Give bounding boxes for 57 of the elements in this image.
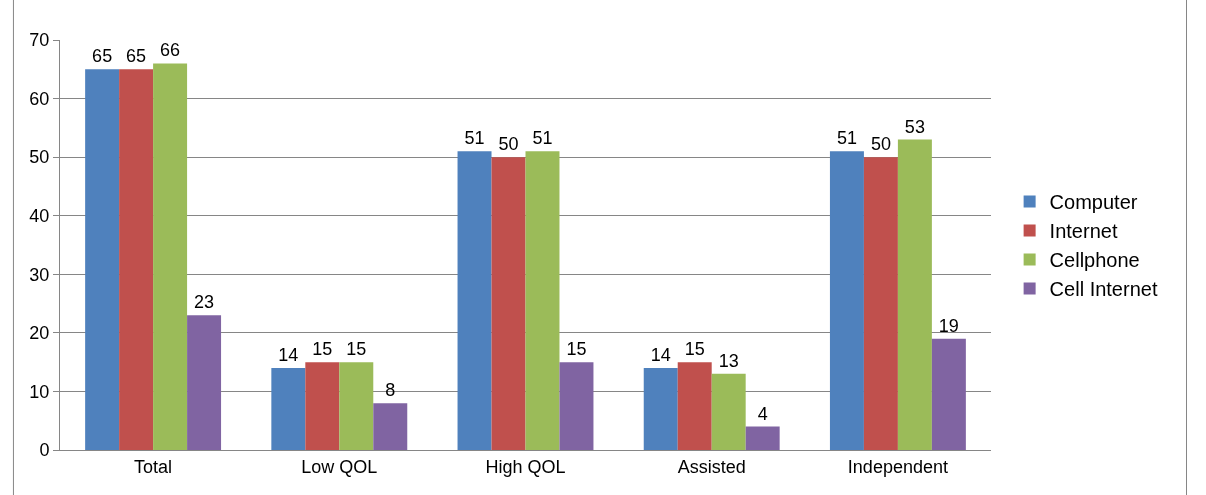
data-label: 4 [757,403,768,424]
x-tick-label: Low QOL [301,456,378,477]
y-tick-label: 40 [29,206,50,227]
bar [559,362,594,450]
bar [491,157,526,450]
bar [457,151,492,450]
legend-label: Internet [1049,220,1118,243]
bar [339,362,374,450]
data-label: 66 [160,40,181,61]
y-tick-label: 70 [29,30,50,51]
data-label: 50 [498,134,519,155]
data-label: 50 [870,134,891,155]
legend-label: Computer [1049,191,1138,214]
bar [85,69,120,450]
bar [187,315,222,450]
y-tick-label: 50 [29,147,50,168]
data-label: 65 [126,46,147,67]
bar [271,368,306,450]
bar [119,69,154,450]
legend-label: Cellphone [1049,249,1140,272]
bar [829,151,864,450]
data-label: 65 [92,46,113,67]
data-label: 51 [464,128,485,149]
data-label: 14 [278,345,299,365]
bar [931,338,966,450]
data-label: 51 [836,128,857,149]
bar [373,403,408,450]
data-label: 19 [938,315,959,336]
x-tick-label: Independent [847,456,948,477]
bar [677,362,712,450]
x-tick-label: Assisted [677,456,746,477]
data-label: 15 [684,339,705,360]
data-label: 13 [718,350,739,371]
data-label: 23 [194,292,215,313]
bar [643,368,678,450]
data-label: 51 [532,128,553,149]
y-tick-label: 20 [29,323,50,344]
y-tick-label: 10 [29,381,50,402]
bar [897,139,932,450]
y-tick-label: 30 [29,264,50,285]
bar [863,157,898,450]
bar [153,63,188,450]
data-label: 15 [566,339,587,360]
data-label: 15 [346,339,367,360]
data-label: 53 [904,116,925,137]
x-tick-label: Total [134,456,173,477]
y-tick-label: 60 [29,88,50,109]
legend-label: Cell Internet [1049,278,1158,301]
data-label: 15 [312,339,333,360]
bar [745,426,780,450]
data-label: 14 [650,345,671,365]
bar [305,362,340,450]
bar [525,151,560,450]
y-tick-label: 0 [39,440,50,461]
x-tick-label: High QOL [485,456,566,477]
bar [711,373,746,450]
data-label: 8 [385,380,396,401]
